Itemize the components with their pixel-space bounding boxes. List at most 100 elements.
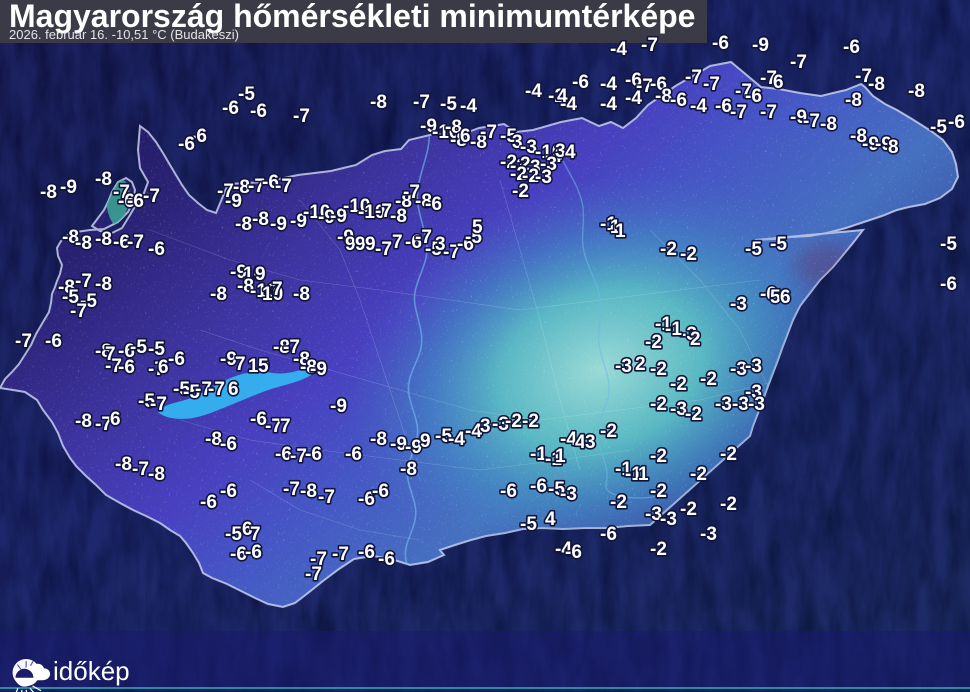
svg-text:7: 7 xyxy=(235,354,246,375)
svg-text:-8: -8 xyxy=(845,90,862,111)
svg-text:-4: -4 xyxy=(600,94,617,115)
svg-text:-3: -3 xyxy=(745,356,762,377)
svg-text:9: 9 xyxy=(365,234,376,255)
svg-text:7: 7 xyxy=(392,232,403,253)
svg-text:-7: -7 xyxy=(283,479,300,500)
svg-text:-8: -8 xyxy=(868,74,885,95)
svg-text:9: 9 xyxy=(345,234,356,255)
svg-text:-6: -6 xyxy=(305,444,322,465)
svg-text:7: 7 xyxy=(272,279,283,300)
svg-text:6: 6 xyxy=(228,379,239,400)
svg-text:-6: -6 xyxy=(530,476,547,497)
svg-text:-7: -7 xyxy=(703,74,720,95)
svg-text:-8: -8 xyxy=(370,429,387,450)
svg-text:-5: -5 xyxy=(745,239,762,260)
svg-text:2026. február 16. -10,51 °C (: 2026. február 16. -10,51 °C (Budakeszi) xyxy=(9,27,239,42)
svg-text:-6: -6 xyxy=(200,492,217,513)
svg-text:-6: -6 xyxy=(345,444,362,465)
svg-text:6: 6 xyxy=(110,409,121,430)
svg-text:-2: -2 xyxy=(512,181,529,202)
svg-text:-7: -7 xyxy=(275,176,292,197)
svg-text:-2: -2 xyxy=(680,244,697,265)
svg-text:-2: -2 xyxy=(610,492,627,513)
svg-text:-2: -2 xyxy=(650,394,667,415)
svg-text:-7: -7 xyxy=(293,106,310,127)
svg-text:-2: -2 xyxy=(685,404,702,425)
svg-text:-2: -2 xyxy=(650,446,667,467)
svg-text:6: 6 xyxy=(780,287,791,308)
svg-text:-6: -6 xyxy=(250,101,267,122)
svg-text:-2: -2 xyxy=(650,539,667,560)
svg-text:4: 4 xyxy=(565,142,576,163)
svg-text:-7: -7 xyxy=(685,67,702,88)
svg-text:-4: -4 xyxy=(560,94,577,115)
svg-text:-7: -7 xyxy=(803,111,820,132)
svg-text:-2: -2 xyxy=(505,411,522,432)
svg-text:-6: -6 xyxy=(948,112,965,133)
svg-text:-2: -2 xyxy=(650,359,667,380)
svg-text:5: 5 xyxy=(472,217,483,238)
svg-text:-7: -7 xyxy=(208,379,225,400)
svg-text:9: 9 xyxy=(420,431,431,452)
svg-text:-8: -8 xyxy=(908,81,925,102)
svg-text:-8: -8 xyxy=(95,229,112,250)
svg-text:-7: -7 xyxy=(305,564,322,585)
svg-text:-6: -6 xyxy=(245,542,262,563)
svg-text:1: 1 xyxy=(638,464,649,485)
svg-text:-2: -2 xyxy=(690,464,707,485)
svg-text:-8: -8 xyxy=(95,274,112,295)
svg-text:-7: -7 xyxy=(143,186,160,207)
svg-text:-6: -6 xyxy=(118,357,135,378)
svg-text:-9: -9 xyxy=(330,396,347,417)
svg-text:-6: -6 xyxy=(148,239,165,260)
svg-text:-1: -1 xyxy=(665,319,682,340)
svg-text:-6: -6 xyxy=(220,434,237,455)
svg-text:-6: -6 xyxy=(178,134,195,155)
svg-text:-5: -5 xyxy=(930,117,947,138)
svg-text:-3: -3 xyxy=(715,394,732,415)
svg-text:-7: -7 xyxy=(318,487,335,508)
svg-text:-6: -6 xyxy=(425,194,442,215)
svg-text:3: 3 xyxy=(585,432,596,453)
svg-text:-5: -5 xyxy=(225,524,242,545)
svg-text:-4: -4 xyxy=(448,429,465,450)
svg-text:-6: -6 xyxy=(378,549,395,570)
svg-text:-8: -8 xyxy=(95,169,112,190)
svg-text:-8: -8 xyxy=(210,284,227,305)
svg-text:-2: -2 xyxy=(670,374,687,395)
svg-text:3: 3 xyxy=(480,416,491,437)
svg-text:4: 4 xyxy=(545,509,556,530)
svg-text:-8: -8 xyxy=(400,459,417,480)
svg-text:-2: -2 xyxy=(680,499,697,520)
svg-text:-7: -7 xyxy=(480,122,497,143)
svg-text:-9: -9 xyxy=(225,191,242,212)
svg-text:-5: -5 xyxy=(520,514,537,535)
svg-text:-8: -8 xyxy=(75,233,92,254)
svg-text:-8: -8 xyxy=(370,92,387,113)
svg-text:-3: -3 xyxy=(535,167,552,188)
svg-text:2: 2 xyxy=(690,329,701,350)
svg-text:-7: -7 xyxy=(790,52,807,73)
svg-text:-8: -8 xyxy=(40,182,57,203)
svg-text:-2: -2 xyxy=(600,421,617,442)
svg-text:-6: -6 xyxy=(220,481,237,502)
svg-text:-6: -6 xyxy=(712,33,729,54)
svg-text:-6: -6 xyxy=(222,98,239,119)
svg-text:7: 7 xyxy=(280,416,291,437)
svg-text:-4: -4 xyxy=(625,88,642,109)
svg-text:-4: -4 xyxy=(690,96,707,117)
svg-text:-6: -6 xyxy=(940,274,957,295)
svg-text:-5: -5 xyxy=(770,234,787,255)
svg-text:-3: -3 xyxy=(615,356,632,377)
svg-text:-7: -7 xyxy=(641,35,658,56)
svg-text:-2: -2 xyxy=(660,239,677,260)
svg-text:-7: -7 xyxy=(70,301,87,322)
svg-text:-5: -5 xyxy=(940,234,957,255)
svg-text:-6: -6 xyxy=(168,349,185,370)
svg-text:-2: -2 xyxy=(720,444,737,465)
svg-text:8: 8 xyxy=(888,137,899,158)
svg-text:-7: -7 xyxy=(413,92,430,113)
svg-text:-9: -9 xyxy=(310,359,327,380)
svg-text:-7: -7 xyxy=(127,232,144,253)
svg-text:-7: -7 xyxy=(730,102,747,123)
